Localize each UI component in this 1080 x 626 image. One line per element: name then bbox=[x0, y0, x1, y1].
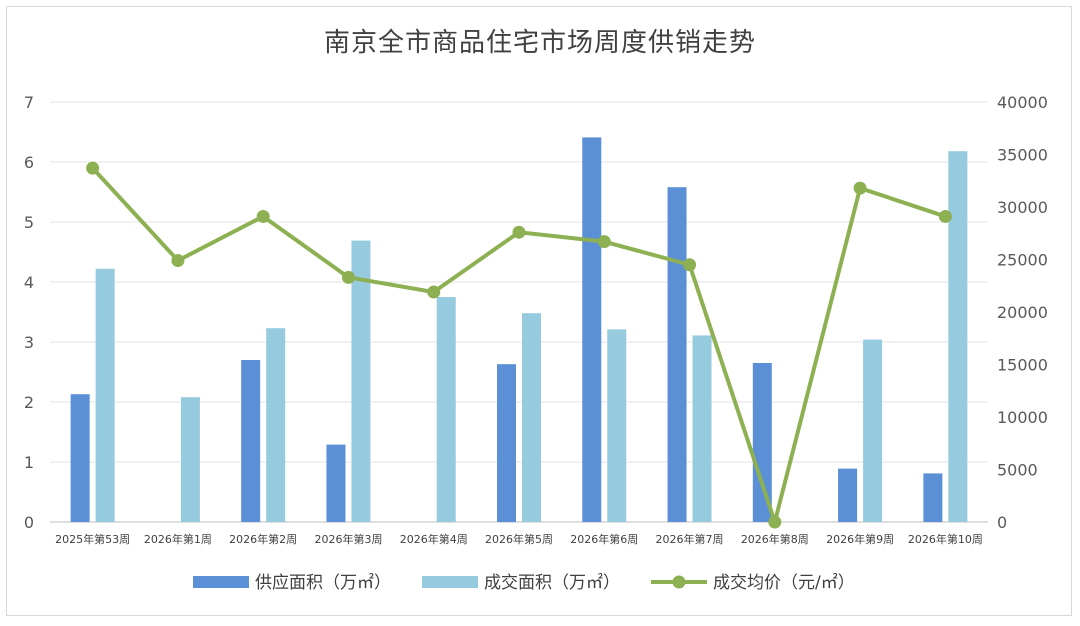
x-tick-label: 2026年第5周 bbox=[485, 532, 553, 546]
x-tick-label: 2026年第6周 bbox=[570, 532, 638, 546]
left-tick-label: 6 bbox=[24, 153, 34, 172]
right-tick-label: 0 bbox=[997, 513, 1007, 532]
x-tick-label: 2026年第9周 bbox=[826, 532, 894, 546]
bar-sales bbox=[436, 297, 456, 522]
price-point bbox=[938, 209, 952, 223]
bar-sales bbox=[692, 335, 712, 522]
bar-sales bbox=[266, 328, 286, 522]
right-axis-ticks: 0 5000 10000 15000 20000 25000 30000 35000 40000 bbox=[997, 93, 1048, 532]
x-tick-label: 2026年第7周 bbox=[656, 532, 724, 546]
bar-supply bbox=[667, 187, 687, 522]
right-tick-label: 5000 bbox=[997, 461, 1038, 480]
legend-label: 供应面积（万㎡） bbox=[255, 573, 391, 593]
legend-swatch bbox=[193, 576, 249, 588]
left-axis-ticks: 0 1 2 3 4 5 6 7 bbox=[24, 93, 34, 532]
bar-sales bbox=[180, 397, 200, 522]
x-tick-label: 2026年第1周 bbox=[144, 532, 212, 546]
bar-supply bbox=[923, 473, 943, 522]
price-point bbox=[341, 270, 355, 284]
price-point bbox=[171, 254, 185, 268]
legend-label: 成交均价（元/㎡） bbox=[713, 573, 855, 593]
right-tick-label: 30000 bbox=[997, 198, 1048, 217]
price-point bbox=[512, 225, 526, 239]
chart-title: 南京全市商品住宅市场周度供销走势 bbox=[323, 28, 756, 58]
price-line bbox=[91, 166, 946, 524]
bar-series bbox=[70, 137, 968, 522]
legend-marker bbox=[672, 575, 686, 589]
price-point bbox=[768, 515, 782, 529]
left-tick-label: 3 bbox=[24, 333, 34, 352]
right-tick-label: 35000 bbox=[997, 146, 1048, 165]
right-tick-label: 10000 bbox=[997, 408, 1048, 427]
x-tick-label: 2025年第53周 bbox=[55, 532, 130, 546]
legend-swatch bbox=[422, 576, 478, 588]
price-point bbox=[256, 209, 270, 223]
bar-supply bbox=[582, 137, 602, 522]
grid-lines bbox=[50, 101, 988, 523]
bar-sales bbox=[522, 313, 541, 522]
price-point bbox=[427, 285, 441, 299]
bar-supply bbox=[70, 394, 90, 522]
left-tick-label: 5 bbox=[24, 213, 34, 232]
right-tick-label: 40000 bbox=[997, 93, 1048, 112]
bar-supply bbox=[752, 363, 772, 522]
price-point bbox=[597, 235, 611, 249]
x-tick-label: 2026年第2周 bbox=[229, 532, 297, 546]
bar-sales bbox=[607, 329, 627, 522]
right-tick-label: 20000 bbox=[997, 303, 1048, 322]
right-tick-label: 25000 bbox=[997, 251, 1048, 270]
legend: 供应面积（万㎡） 成交面积（万㎡） 成交均价（元/㎡） bbox=[193, 573, 855, 593]
left-tick-label: 7 bbox=[24, 93, 34, 112]
price-point bbox=[853, 181, 867, 195]
price-point bbox=[683, 258, 697, 272]
left-tick-label: 1 bbox=[24, 453, 34, 472]
price-point bbox=[86, 161, 100, 175]
bar-sales bbox=[351, 240, 371, 522]
x-tick-label: 2026年第3周 bbox=[314, 532, 382, 546]
x-tick-label: 2026年第10周 bbox=[908, 532, 983, 546]
bar-sales bbox=[863, 339, 883, 522]
x-tick-label: 2026年第8周 bbox=[741, 532, 809, 546]
left-tick-label: 2 bbox=[24, 393, 34, 412]
x-axis-ticks: 2025年第53周 2026年第1周 2026年第2周 2026年第3周 2026年第4… bbox=[55, 532, 983, 546]
x-tick-label: 2026年第4周 bbox=[400, 532, 468, 546]
left-tick-label: 0 bbox=[24, 513, 34, 532]
right-tick-label: 15000 bbox=[997, 356, 1048, 375]
bar-supply bbox=[497, 364, 516, 522]
left-tick-label: 4 bbox=[24, 273, 34, 292]
bar-sales bbox=[95, 268, 115, 522]
line-series bbox=[86, 161, 952, 529]
bar-sales bbox=[948, 151, 968, 522]
bar-supply bbox=[241, 360, 261, 522]
legend-label: 成交面积（万㎡） bbox=[484, 573, 620, 593]
bar-supply bbox=[326, 444, 346, 522]
bar-supply bbox=[838, 468, 858, 522]
